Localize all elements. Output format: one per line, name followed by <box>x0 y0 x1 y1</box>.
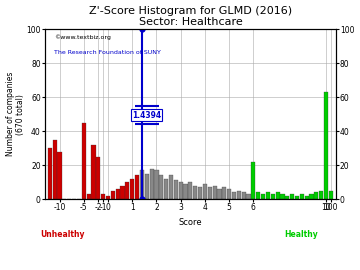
Bar <box>208 187 212 199</box>
Bar <box>324 92 328 199</box>
Bar <box>222 187 226 199</box>
Bar <box>314 192 319 199</box>
Bar <box>106 196 110 199</box>
Bar <box>91 145 95 199</box>
Bar <box>53 140 57 199</box>
Bar <box>227 189 231 199</box>
Bar <box>266 192 270 199</box>
Bar <box>212 185 217 199</box>
Bar <box>193 185 197 199</box>
Bar <box>145 174 149 199</box>
Bar <box>295 196 299 199</box>
Bar <box>217 189 221 199</box>
Bar <box>130 179 134 199</box>
Bar <box>329 191 333 199</box>
Bar <box>271 194 275 199</box>
Bar <box>310 194 314 199</box>
Bar <box>188 182 193 199</box>
Bar <box>149 168 154 199</box>
Bar <box>242 192 246 199</box>
Bar <box>58 151 62 199</box>
Bar <box>96 157 100 199</box>
Bar <box>261 194 265 199</box>
Bar <box>125 182 130 199</box>
Bar <box>290 194 294 199</box>
Bar <box>300 194 304 199</box>
Bar <box>179 182 183 199</box>
Bar <box>237 191 241 199</box>
Bar <box>48 148 52 199</box>
X-axis label: Score: Score <box>179 218 202 227</box>
Bar <box>232 192 236 199</box>
Bar <box>319 191 323 199</box>
Bar <box>86 194 91 199</box>
Text: Healthy: Healthy <box>284 230 318 239</box>
Bar <box>280 194 284 199</box>
Bar <box>169 175 173 199</box>
Bar <box>159 175 163 199</box>
Text: Unhealthy: Unhealthy <box>40 230 85 239</box>
Title: Z'-Score Histogram for GLMD (2016)
Sector: Healthcare: Z'-Score Histogram for GLMD (2016) Secto… <box>89 6 292 27</box>
Bar <box>135 175 139 199</box>
Bar <box>174 180 178 199</box>
Bar <box>251 162 256 199</box>
Bar <box>285 196 289 199</box>
Bar <box>305 196 309 199</box>
Bar <box>275 192 280 199</box>
Bar <box>116 189 120 199</box>
Y-axis label: Number of companies
(670 total): Number of companies (670 total) <box>5 72 25 156</box>
Bar <box>154 170 158 199</box>
Bar <box>256 192 260 199</box>
Bar <box>198 187 202 199</box>
Bar <box>101 194 105 199</box>
Text: The Research Foundation of SUNY: The Research Foundation of SUNY <box>54 50 161 55</box>
Bar <box>184 184 188 199</box>
Text: 1.4394: 1.4394 <box>132 111 161 120</box>
Bar <box>247 194 251 199</box>
Text: ©www.textbiz.org: ©www.textbiz.org <box>54 34 111 40</box>
Bar <box>203 184 207 199</box>
Bar <box>82 123 86 199</box>
Bar <box>121 185 125 199</box>
Bar <box>111 191 115 199</box>
Bar <box>140 170 144 199</box>
Bar <box>164 179 168 199</box>
